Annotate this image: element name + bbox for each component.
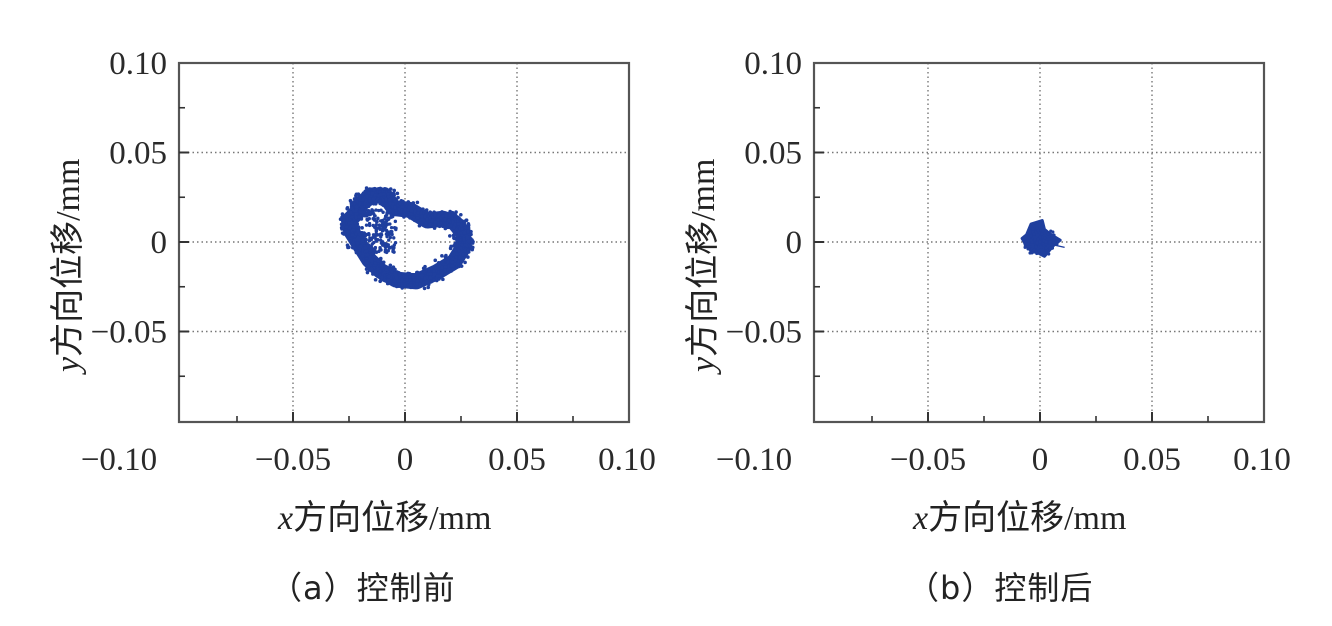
x-tick-label: −0.05 [255, 442, 331, 470]
y-axis-text-a: 方向位移/mm [50, 158, 87, 357]
x-tick-label: 0.10 [598, 442, 656, 470]
y-tick-label: 0.10 [744, 46, 802, 82]
y-axis-text-b: 方向位移/mm [685, 158, 722, 357]
y-axis-var-a: y [50, 356, 87, 372]
panel-a: 0.10 0.05 0 −0.05 −0.10 −0.05 0 0.05 0.10 y方向位移/… [40, 46, 656, 607]
plot-area-a: 0.10 0.05 0 −0.05 −0.10 −0.05 0 0.05 0.10 [81, 46, 656, 470]
y-tick-label: 0 [786, 225, 803, 261]
x-tick-label: 0.10 [1233, 442, 1291, 470]
y-axis-title-b: y方向位移/mm [675, 159, 724, 372]
y-axis-var-b: y [685, 356, 722, 372]
x-tick-label: 0 [397, 442, 414, 470]
scatter-series [338, 186, 475, 291]
plot-area-b: 0.10 0.05 0 −0.05 −0.10 −0.05 0 0.05 0.10 [716, 46, 1291, 470]
x-axis-var-a: x [278, 500, 294, 537]
y-axis-title-a: y方向位移/mm [40, 159, 89, 372]
x-axis-title-a: x方向位移/mm [278, 490, 491, 539]
panel-b: 0.10 0.05 0 −0.05 −0.10 −0.05 0 0.05 0.10 y方向位移/… [635, 0, 1301, 626]
x-tick-label: −0.10 [81, 442, 157, 470]
y-tick-label: −0.05 [91, 315, 167, 351]
x-tick-label: 0.05 [1123, 442, 1181, 470]
x-axis-text-a: 方向位移/mm [293, 500, 492, 537]
x-axis-text-b: 方向位移/mm [928, 500, 1127, 537]
y-tick-label: 0.05 [109, 136, 167, 172]
y-tick-label: 0.05 [744, 136, 802, 172]
scatter-series [1020, 219, 1065, 258]
x-axis-title-b: x方向位移/mm [913, 490, 1126, 539]
x-tick-label: −0.10 [716, 442, 792, 470]
caption-b: （b）控制后 [907, 569, 1094, 607]
x-tick-label: −0.05 [890, 442, 966, 470]
y-tick-label: −0.05 [726, 315, 802, 351]
x-tick-label: 0 [1032, 442, 1049, 470]
y-tick-label: 0.10 [109, 46, 167, 82]
caption-a: （a）控制前 [270, 569, 456, 607]
x-axis-var-b: x [913, 500, 929, 537]
x-tick-label: 0.05 [488, 442, 546, 470]
y-tick-label: 0 [151, 225, 168, 261]
